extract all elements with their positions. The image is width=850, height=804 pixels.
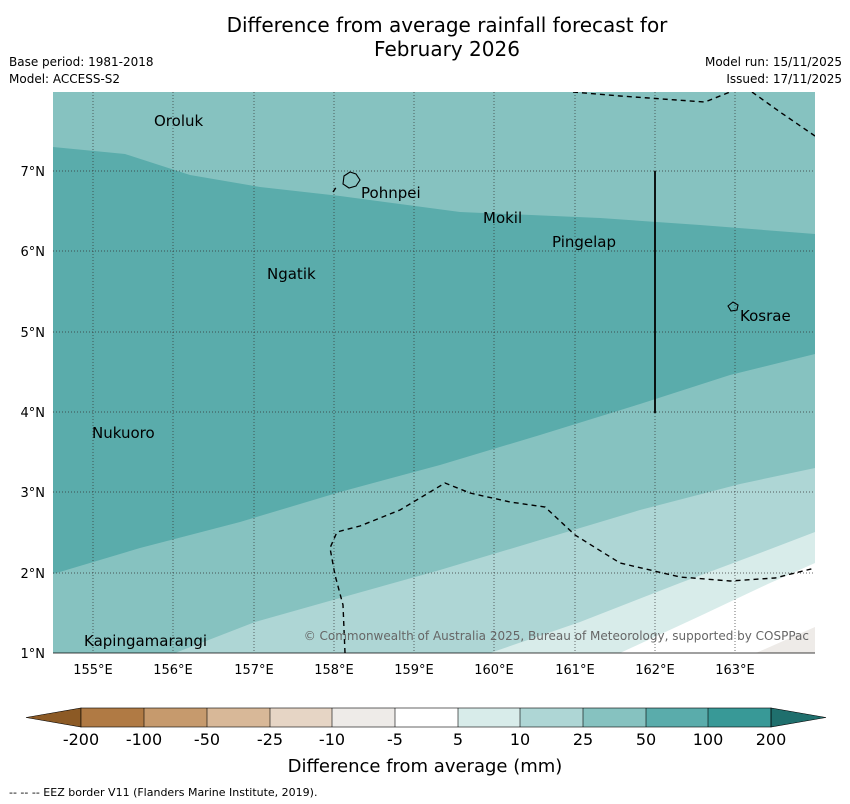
colorbar: -200 -100 -50 -25 -10 -5 5 10 25 50 100 … bbox=[25, 707, 827, 777]
lon-tick: 163°E bbox=[715, 663, 755, 678]
lat-tick: 1°N bbox=[21, 647, 46, 662]
model-name: Model: ACCESS-S2 bbox=[9, 72, 121, 86]
colorbar-extend-high bbox=[770, 707, 827, 728]
colorbar-extend-low bbox=[25, 707, 82, 728]
label-mokil: Mokil bbox=[483, 209, 522, 227]
lat-tick: 7°N bbox=[21, 165, 46, 180]
colorbar-swatch bbox=[144, 708, 207, 727]
colorbar-swatch bbox=[207, 708, 270, 727]
colorbar-label: 50 bbox=[636, 730, 656, 749]
eez-borders bbox=[329, 92, 815, 653]
lat-tick: 5°N bbox=[21, 326, 46, 341]
colorbar-swatch bbox=[81, 708, 144, 727]
lat-tick: 6°N bbox=[21, 245, 46, 260]
title-line-1: Difference from average rainfall forecas… bbox=[226, 13, 668, 37]
lon-tick: 156°E bbox=[153, 663, 193, 678]
colorbar-label: -5 bbox=[387, 730, 403, 749]
lon-tick: 155°E bbox=[73, 663, 113, 678]
lon-tick: 161°E bbox=[555, 663, 595, 678]
label-kosrae: Kosrae bbox=[740, 307, 791, 325]
colorbar-label: -200 bbox=[63, 730, 99, 749]
colorbar-label: -10 bbox=[319, 730, 345, 749]
label-kapingamarangi: Kapingamarangi bbox=[84, 632, 207, 650]
colorbar-swatch bbox=[708, 708, 771, 727]
gridlines bbox=[53, 92, 815, 653]
colorbar-swatch bbox=[520, 708, 583, 727]
colorbar-swatch bbox=[458, 708, 520, 727]
lat-tick: 3°N bbox=[21, 486, 46, 501]
colorbar-label: 25 bbox=[573, 730, 593, 749]
band-minus5-5 bbox=[620, 563, 815, 653]
band-50-100 bbox=[53, 147, 815, 574]
base-period: Base period: 1981-2018 bbox=[9, 55, 154, 69]
map-area: Oroluk Pohnpei Mokil Pingelap Ngatik Kos… bbox=[53, 92, 815, 653]
colorbar-swatch bbox=[646, 708, 708, 727]
label-pingelap: Pingelap bbox=[552, 233, 616, 251]
map-title: Difference from average rainfall forecas… bbox=[0, 13, 850, 61]
label-pohnpei: Pohnpei bbox=[361, 184, 421, 202]
lon-tick: 160°E bbox=[474, 663, 514, 678]
latitude-labels: 7°N 6°N 5°N 4°N 3°N 2°N 1°N bbox=[21, 165, 46, 662]
model-run-date: Model run: 15/11/2025 bbox=[704, 55, 842, 69]
colorbar-label: 100 bbox=[693, 730, 724, 749]
colorbar-swatch bbox=[583, 708, 646, 727]
colorbar-label: 200 bbox=[756, 730, 787, 749]
copyright-notice: © Commonwealth of Australia 2025, Bureau… bbox=[304, 629, 809, 643]
colorbar-label: -50 bbox=[194, 730, 220, 749]
colorbar-swatch bbox=[332, 708, 395, 727]
lat-tick: 4°N bbox=[21, 406, 46, 421]
colorbar-label: 5 bbox=[453, 730, 463, 749]
lat-tick: 2°N bbox=[21, 567, 46, 582]
issued-date: Issued: 17/11/2025 bbox=[726, 72, 842, 86]
model-info: Base period: 1981-2018 Model: ACCESS-S2 bbox=[9, 54, 154, 88]
place-labels: Oroluk Pohnpei Mokil Pingelap Ngatik Kos… bbox=[84, 112, 791, 650]
label-nukuoro: Nukuoro bbox=[92, 424, 155, 442]
band-minus10-minus5 bbox=[756, 627, 815, 653]
lon-tick: 159°E bbox=[394, 663, 434, 678]
title-line-2: February 2026 bbox=[374, 37, 520, 61]
lon-tick: 162°E bbox=[635, 663, 675, 678]
lon-tick: 157°E bbox=[234, 663, 274, 678]
label-oroluk: Oroluk bbox=[154, 112, 203, 130]
colorbar-label: -100 bbox=[126, 730, 162, 749]
colorbar-swatch bbox=[395, 708, 458, 727]
pohnpei-island-outline bbox=[342, 171, 361, 189]
colorbar-label: -25 bbox=[257, 730, 283, 749]
colorbar-swatch bbox=[270, 708, 332, 727]
island-outlines bbox=[342, 171, 739, 312]
lon-tick: 158°E bbox=[314, 663, 354, 678]
run-info: Model run: 15/11/2025 Issued: 17/11/2025 bbox=[705, 54, 842, 88]
label-ngatik: Ngatik bbox=[267, 265, 316, 283]
eez-footnote: -- -- -- EEZ border V11 (Flanders Marine… bbox=[9, 786, 318, 799]
longitude-labels: 155°E 156°E 157°E 158°E 159°E 160°E 161°… bbox=[73, 663, 755, 678]
colorbar-label: 10 bbox=[510, 730, 530, 749]
colorbar-title: Difference from average (mm) bbox=[288, 756, 563, 777]
colorbar-labels: -200 -100 -50 -25 -10 -5 5 10 25 50 100 … bbox=[63, 730, 786, 749]
kosrae-island-outline bbox=[727, 301, 739, 312]
